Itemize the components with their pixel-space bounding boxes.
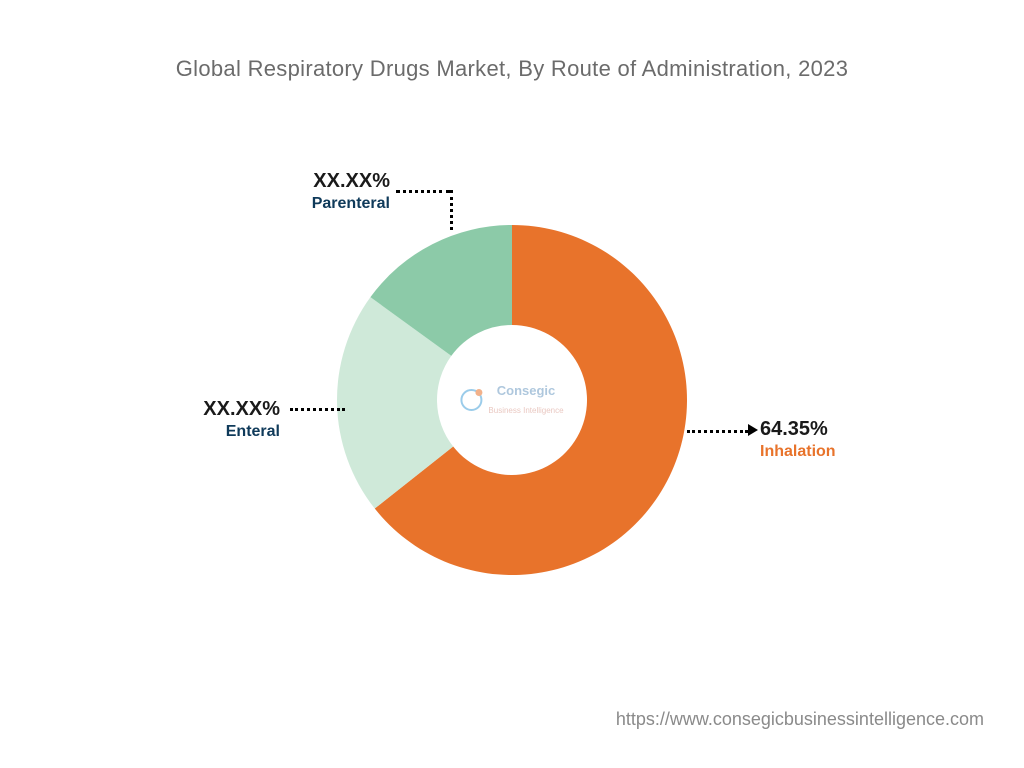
logo-sub-text: Business Intelligence (488, 406, 563, 415)
callout-parenteral: XX.XX% Parenteral (260, 170, 390, 213)
callout-parenteral-label: Parenteral (260, 195, 390, 213)
callout-inhalation: 64.35% Inhalation (760, 418, 836, 461)
callout-enteral-label: Enteral (170, 423, 280, 441)
callout-parenteral-pct: XX.XX% (260, 170, 390, 193)
logo-mark-icon (460, 389, 482, 411)
chart-title: Global Respiratory Drugs Market, By Rout… (0, 56, 1024, 82)
donut-chart: Consegic Business Intelligence (337, 225, 687, 575)
callout-enteral: XX.XX% Enteral (170, 398, 280, 441)
footer-url: https://www.consegicbusinessintelligence… (616, 709, 984, 730)
logo-main-text: Consegic (497, 383, 556, 398)
leader-enteral (290, 408, 345, 411)
leader-parenteral-v (450, 190, 453, 230)
leader-parenteral-h (396, 190, 450, 193)
center-logo: Consegic Business Intelligence (460, 382, 563, 418)
leader-inhalation (687, 430, 748, 433)
arrow-head-icon (748, 424, 758, 436)
callout-enteral-pct: XX.XX% (170, 398, 280, 421)
callout-inhalation-pct: 64.35% (760, 418, 836, 441)
callout-inhalation-label: Inhalation (760, 443, 836, 461)
